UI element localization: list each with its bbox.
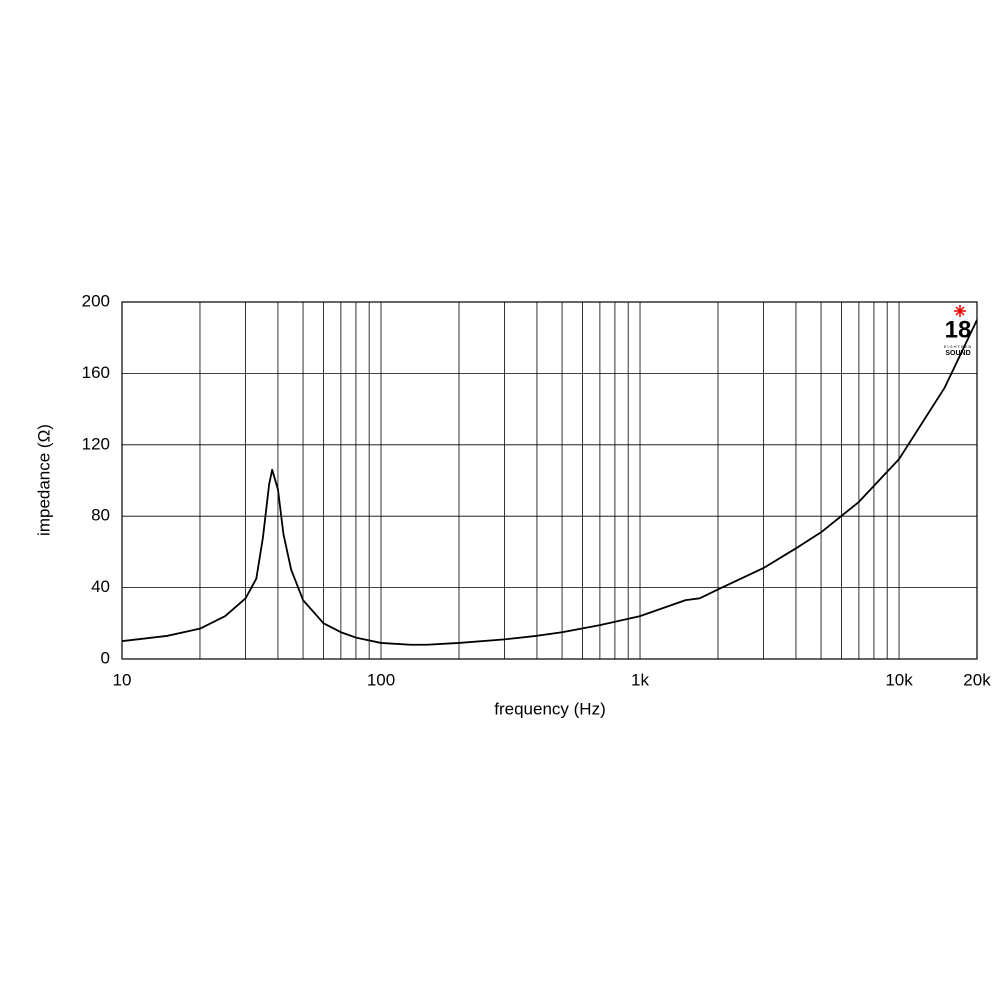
y-tick-label: 80 xyxy=(91,506,110,525)
y-tick-label: 40 xyxy=(91,577,110,596)
y-axis-title: impedance (Ω) xyxy=(34,424,53,536)
x-tick-label: 10k xyxy=(885,670,913,689)
x-tick-label: 20k xyxy=(963,670,991,689)
x-tick-label: 100 xyxy=(367,670,395,689)
plot-frame xyxy=(121,301,978,660)
impedance-line xyxy=(121,319,978,646)
y-tick-label: 120 xyxy=(82,434,110,453)
x-axis-title: frequency (Hz) xyxy=(494,699,605,718)
logo: 18 EIGHTEEN SOUND xyxy=(944,305,972,357)
logo-number: 18 xyxy=(945,316,972,343)
y-tick-label: 200 xyxy=(82,291,110,310)
y-tick-label: 160 xyxy=(82,363,110,382)
y-tick-label: 0 xyxy=(101,648,110,667)
x-tick-label: 1k xyxy=(631,670,649,689)
logo-text: SOUND xyxy=(945,350,970,357)
logo-subtext: EIGHTEEN xyxy=(944,344,972,349)
x-tick-label: 10 xyxy=(113,670,132,689)
logo-star xyxy=(954,305,966,317)
